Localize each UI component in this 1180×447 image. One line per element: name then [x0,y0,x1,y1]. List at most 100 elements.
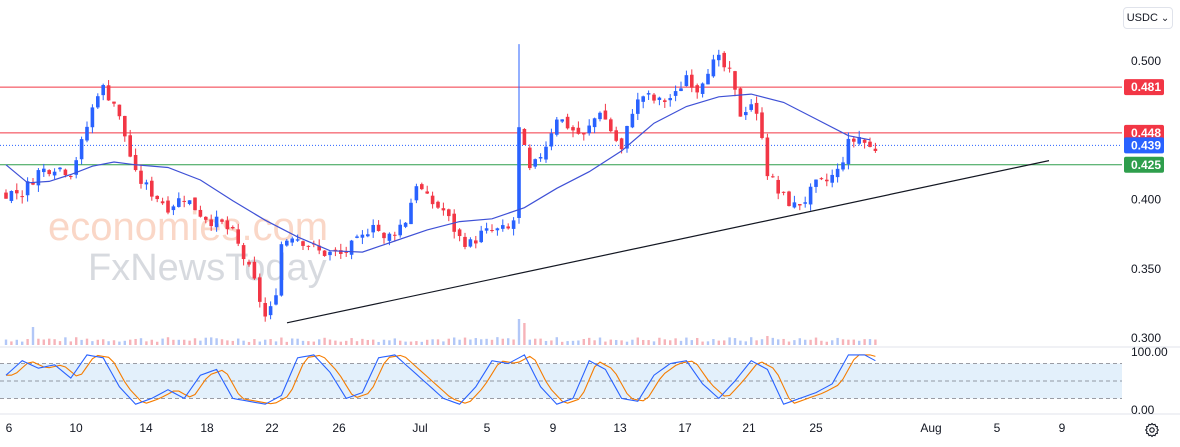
candle-body [225,220,230,230]
volume-bar [561,341,564,345]
volume-bar [652,341,656,345]
volume-bar [825,341,828,345]
candle-body [47,170,51,175]
volume-bar [793,340,796,345]
candle-body [123,115,127,137]
time-tick-label: 5 [484,421,491,435]
gear-icon[interactable] [1141,419,1163,441]
candle-body [220,219,224,222]
time-tick-label: 14 [139,421,153,435]
candle-body [42,168,46,173]
time-tick-label: 6 [6,421,13,435]
candle-body [447,209,451,217]
time-tick-label: 18 [200,421,214,435]
time-tick-label: 10 [69,421,83,435]
candle-body [479,230,483,243]
volume-bar [771,337,774,345]
level-tag-resistance-lower [1124,124,1164,141]
candle-body [360,234,365,238]
candle-body [587,125,591,134]
volume-bar [399,340,402,345]
candle-body [20,196,24,198]
candle-body [684,75,689,87]
currency-dropdown[interactable]: USDC ⌄ [1123,7,1173,29]
volume-bar [80,339,83,345]
candle-body [760,112,764,138]
volume-bar [474,338,477,345]
candle-body [15,190,19,194]
volume-bar [328,339,332,345]
volume-bar [372,339,375,345]
volume-bar [782,338,785,345]
candle-body [241,245,246,260]
volume-bar [415,341,418,345]
candle-body [511,220,516,229]
volume-bar [188,340,191,345]
candle-body [673,91,678,96]
candle-body [555,119,559,135]
candle-body [695,85,699,93]
volume-bar [593,340,596,345]
candle-body [155,195,159,200]
time-tick-label: Jul [412,421,427,435]
volume-bar [377,341,380,345]
volume-bar [220,339,224,345]
candle-body [96,96,100,108]
volume-bar [701,341,704,345]
price-tick-label: 0.300 [1131,331,1161,345]
volume-bar [712,339,715,345]
volume-bar [37,338,40,345]
candle-body [571,127,575,131]
level-tag-label: 0.448 [1131,126,1161,140]
candle-body [711,59,716,77]
candle-body [441,208,446,211]
candle-body [9,191,14,201]
volume-bar [636,337,639,345]
volume-bar [809,339,812,345]
candle-body [204,216,208,220]
candle-body [690,74,694,88]
candle-body [560,119,564,122]
moving-average-line [5,93,871,253]
volume-bar [280,337,283,345]
volume-bar [264,339,267,345]
volume-bar [696,337,699,345]
volume-bar [555,337,558,345]
candle-body [247,261,251,265]
volume-bar [507,338,510,345]
volume-bar [609,339,612,345]
watermark-line2: FxNewsToday [88,247,327,289]
volume-bar [199,340,202,345]
candle-body [58,167,62,170]
volume-bar [523,323,526,345]
candle-body [263,303,267,317]
volume-bar [312,341,315,345]
candle-body [349,240,354,255]
volume-bar [172,339,175,345]
volume-bar [69,341,72,345]
volume-bar [706,341,710,345]
stochastic-d-line [6,354,876,405]
candle-body [295,239,300,241]
price-series [4,44,1050,345]
candle-body [679,88,683,92]
time-tick-label: 21 [742,421,756,435]
candle-body [549,133,554,147]
candle-body [663,100,667,102]
volume-bar [528,339,531,345]
candle-body [738,88,743,117]
volume-bar [820,340,823,345]
candle-body [25,181,30,196]
volume-bar [334,340,337,345]
stochastic-tick-label: 100.00 [1131,345,1168,359]
volume-bar [123,340,126,345]
candle-body [193,197,197,211]
candle-body [112,101,116,104]
candle-body [36,170,41,186]
volume-bar [577,340,580,345]
volume-bar [58,341,62,345]
watermark: economies.com FxNewsToday [48,205,328,289]
candle-body [144,182,149,185]
candle-body [592,118,597,128]
